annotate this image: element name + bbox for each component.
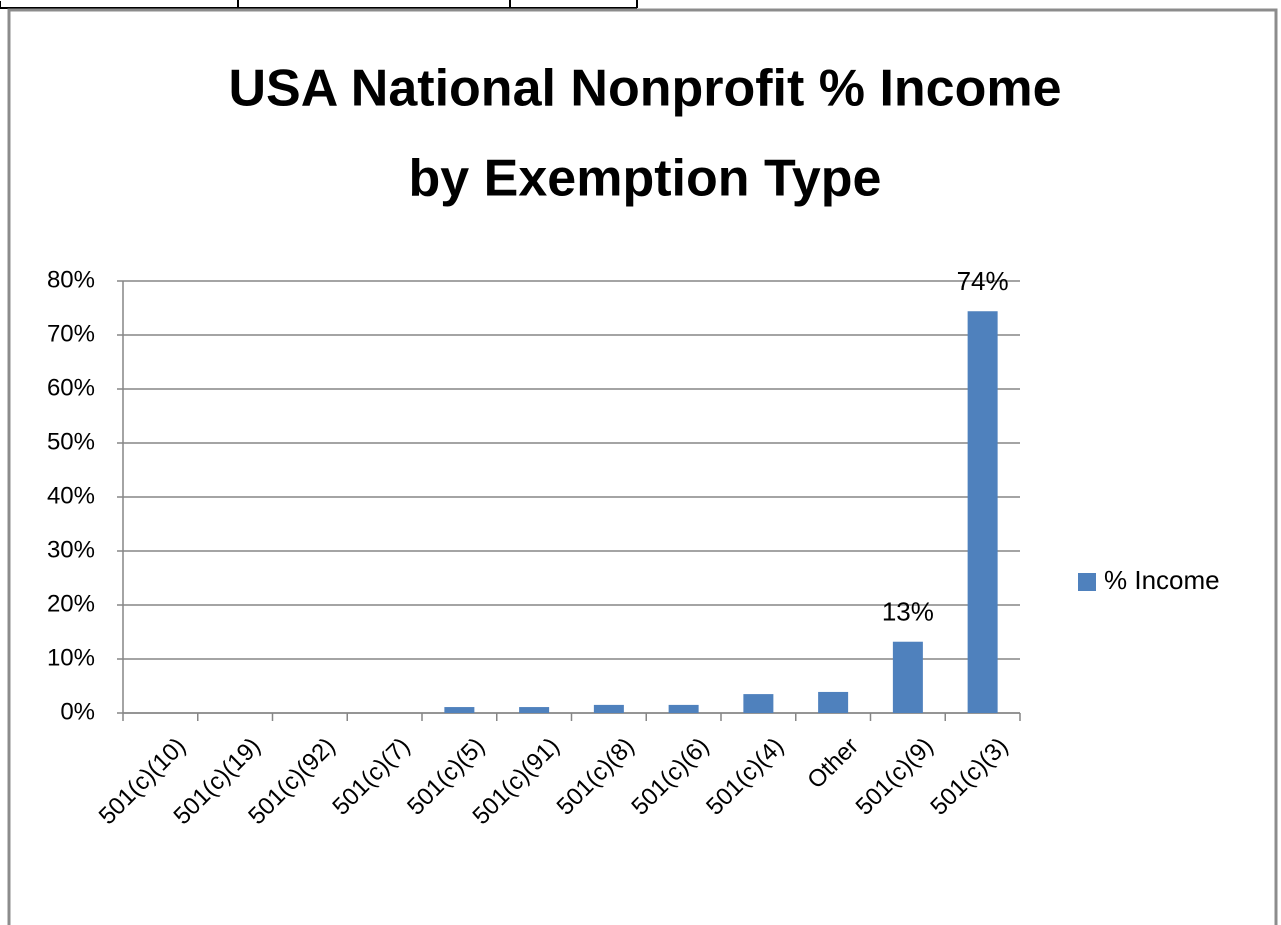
y-tick-label: 60% bbox=[47, 374, 95, 401]
legend-label: % Income bbox=[1104, 565, 1220, 595]
chart-title: USA National Nonprofit % Income bbox=[229, 60, 1062, 118]
y-tick-label: 20% bbox=[47, 590, 95, 617]
y-tick-label: 80% bbox=[47, 266, 95, 293]
data-label: 13% bbox=[882, 597, 934, 627]
y-tick-label: 10% bbox=[47, 644, 95, 671]
chart-frame bbox=[7, 8, 1278, 925]
bar bbox=[668, 704, 699, 713]
bar bbox=[892, 641, 923, 713]
bar bbox=[967, 311, 998, 713]
bar bbox=[743, 694, 774, 713]
bar bbox=[818, 691, 849, 713]
bar bbox=[444, 707, 475, 713]
y-tick-label: 70% bbox=[47, 320, 95, 347]
bar bbox=[593, 704, 624, 713]
legend-swatch bbox=[1078, 573, 1096, 591]
data-label: 74% bbox=[957, 266, 1009, 296]
bar bbox=[519, 707, 550, 713]
y-tick-label: 50% bbox=[47, 428, 95, 455]
chart-title: by Exemption Type bbox=[409, 150, 882, 208]
y-tick-label: 40% bbox=[47, 482, 95, 509]
y-tick-label: 0% bbox=[60, 698, 95, 725]
y-tick-label: 30% bbox=[47, 536, 95, 563]
